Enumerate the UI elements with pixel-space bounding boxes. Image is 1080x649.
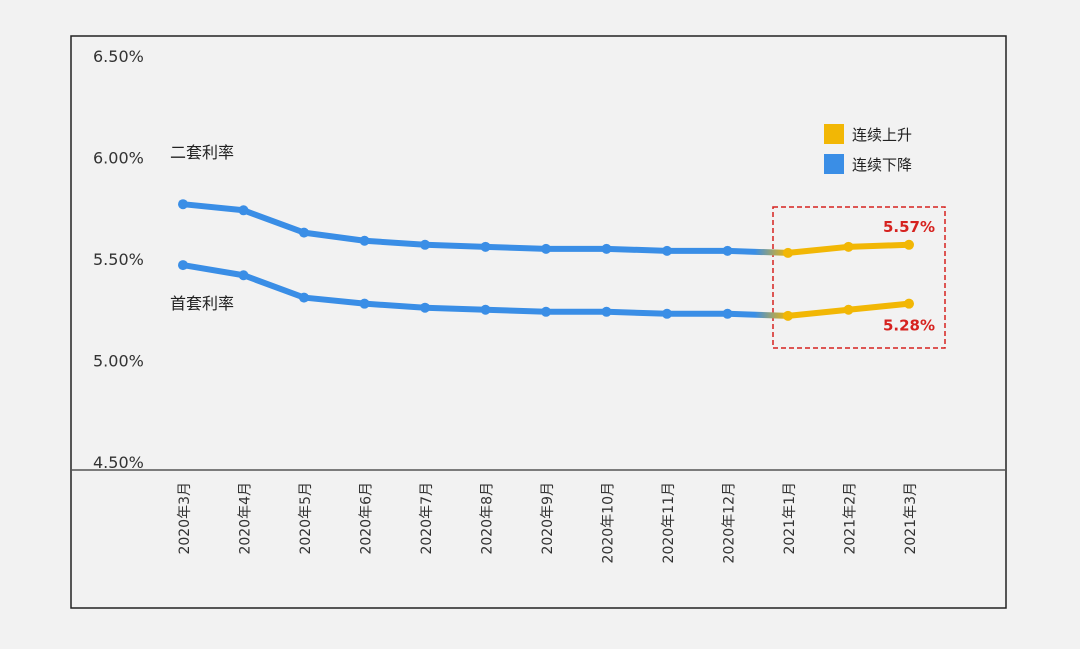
x-tick-label: 2021年1月	[782, 482, 798, 555]
x-tick-label: 2020年11月	[661, 482, 677, 563]
x-tick-label: 2020年3月	[177, 482, 193, 555]
legend-label: 连续下降	[852, 156, 912, 174]
x-tick-label: 2020年12月	[722, 482, 738, 563]
data-point	[843, 304, 854, 315]
x-tick-label: 2021年2月	[843, 482, 859, 555]
y-tick-label: 6.50%	[93, 47, 144, 66]
data-point	[783, 247, 793, 258]
x-tick-label: 2020年4月	[238, 482, 254, 555]
y-tick-label: 4.50%	[93, 453, 144, 472]
data-point	[480, 241, 491, 252]
legend-swatch	[824, 124, 844, 144]
data-point	[904, 298, 914, 309]
data-point	[480, 304, 491, 315]
series-label-first-home: 首套利率	[170, 294, 234, 313]
x-tick-label: 2021年3月	[903, 482, 919, 555]
y-axis-ticks: 6.50% 6.00% 5.50% 5.00% 4.50%	[93, 47, 144, 472]
data-point	[783, 310, 793, 321]
x-tick-label: 2020年6月	[359, 482, 375, 555]
data-point	[662, 245, 672, 256]
data-point	[299, 292, 309, 303]
legend-swatch	[824, 154, 844, 174]
x-tick-label: 2020年8月	[480, 482, 496, 555]
data-point	[420, 302, 430, 313]
data-point	[359, 235, 370, 246]
x-tick-label: 2020年10月	[601, 482, 617, 563]
x-tick-label: 2020年7月	[419, 482, 435, 555]
data-point	[843, 241, 854, 252]
data-point	[541, 243, 551, 254]
data-point	[420, 239, 430, 250]
data-point	[662, 308, 672, 319]
legend-label: 连续上升	[852, 126, 912, 144]
y-tick-label: 6.00%	[93, 149, 144, 168]
data-point	[722, 245, 733, 256]
data-point	[178, 260, 188, 271]
data-point	[541, 306, 551, 317]
x-tick-label: 2020年5月	[298, 482, 314, 555]
series-label-second-home: 二套利率	[170, 143, 234, 162]
data-annotations: 5.57% 5.28%	[883, 218, 935, 335]
chart-frame	[70, 35, 1007, 609]
data-point	[299, 227, 309, 238]
series-line-transition	[724, 310, 791, 319]
annotation-first-home-latest: 5.28%	[883, 317, 935, 335]
series-group	[178, 199, 914, 321]
data-point	[904, 239, 914, 250]
data-point	[601, 243, 612, 254]
data-point	[601, 306, 612, 317]
annotation-second-home-latest: 5.57%	[883, 218, 935, 236]
x-tick-label: 2020年9月	[540, 482, 556, 555]
data-point	[238, 270, 249, 281]
rising-trend-highlight-box	[772, 206, 946, 349]
y-tick-label: 5.00%	[93, 352, 144, 371]
series-line-transition	[724, 247, 791, 256]
data-point	[359, 298, 370, 309]
data-point	[238, 205, 249, 216]
x-axis-ticks: 2020年3月 2020年4月 2020年5月 2020年6月 2020年7月 2020年…	[177, 482, 919, 563]
series-line-falling	[180, 201, 731, 254]
y-tick-label: 5.50%	[93, 250, 144, 269]
series-line-falling	[180, 262, 731, 317]
data-point	[722, 308, 733, 319]
data-point	[178, 199, 188, 210]
